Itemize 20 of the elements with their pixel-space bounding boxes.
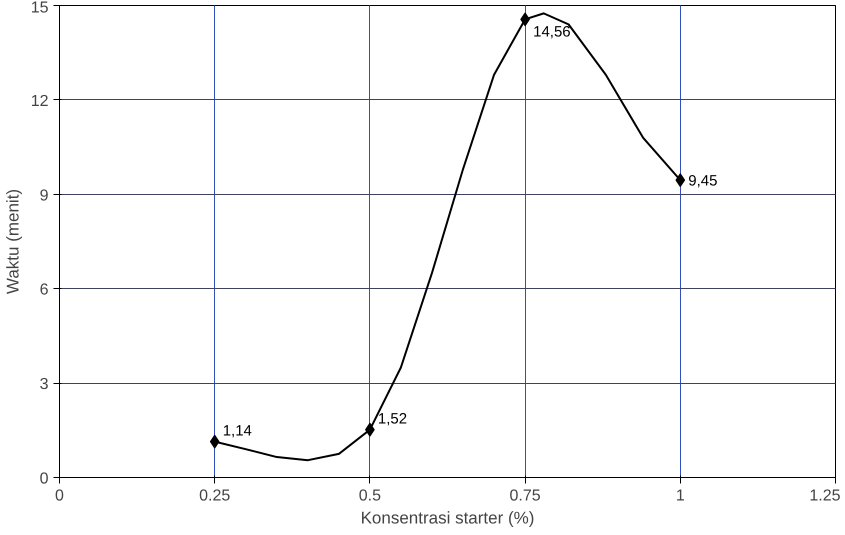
y-tick-label: 3 [40, 376, 49, 394]
x-tick-label: 0.75 [510, 488, 541, 504]
y-tick-label: 6 [40, 282, 49, 299]
data-label: 1,52 [378, 410, 408, 428]
x-tick-label: 0.5 [358, 488, 382, 504]
x-tick-label: 1 [676, 488, 685, 504]
y-tick-label: 12 [30, 92, 49, 110]
x-axis-title: Konsentrasi starter (%) [360, 508, 534, 528]
x-tick-label: 0.25 [199, 488, 230, 504]
point [210, 434, 220, 449]
data-label: 9,45 [688, 172, 718, 190]
data-label: 1,14 [222, 422, 252, 440]
x-tick-label: 1.25 [809, 488, 841, 504]
data-label: 14,56 [533, 23, 571, 40]
point [675, 173, 686, 188]
y-tick-label: 9 [40, 187, 49, 204]
x-tick-label: 0 [55, 488, 64, 504]
y-tick-label: 15 [30, 0, 49, 16]
y-tick-label: 0 [40, 470, 49, 488]
y-axis-title: Waktu (menit) [4, 188, 23, 294]
